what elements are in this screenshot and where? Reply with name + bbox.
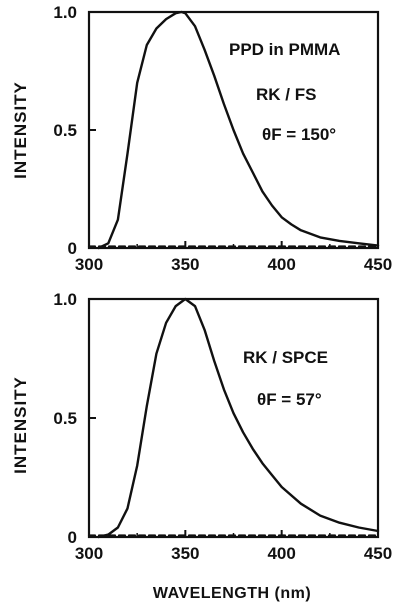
x-tick-label: 450 (364, 255, 392, 274)
ticks-group: 300 350 400 450 0 0.5 1.0 (53, 290, 392, 563)
x-tick-label: 350 (171, 544, 199, 563)
x-tick-label: 400 (267, 544, 295, 563)
chart-panel-top: INTENSITY PPD in PMMA RK / FS θF = 150° … (11, 3, 392, 274)
series-group (87, 10, 380, 250)
x-axis-title: WAVELENGTH (nm) (153, 585, 311, 602)
x-tick-label: 300 (75, 255, 103, 274)
x-tick-label: 350 (171, 255, 199, 274)
plot-frame (87, 297, 380, 539)
y-tick-label: 0.5 (53, 121, 77, 140)
annotation-angle: θF = 150° (262, 125, 336, 144)
y-axis-title: INTENSITY (11, 376, 30, 474)
x-tick-label: 300 (75, 544, 103, 563)
y-axis-title: INTENSITY (11, 81, 30, 179)
y-tick-label: 1.0 (53, 290, 77, 309)
y-tick-label: 0 (68, 239, 77, 258)
y-tick-label: 1.0 (53, 3, 77, 22)
x-tick-label: 400 (267, 255, 295, 274)
series-group (87, 297, 380, 539)
y-tick-label: 0 (68, 528, 77, 547)
series-line-intensity (97, 297, 380, 539)
y-tick-label: 0.5 (53, 409, 77, 428)
x-tick-label: 450 (364, 544, 392, 563)
ticks-group: 300 350 400 450 0 0.5 1.0 (53, 3, 392, 274)
annotation-angle: θF = 57° (257, 390, 322, 409)
series-line-intensity (97, 10, 380, 250)
annotation-sample: PPD in PMMA (229, 40, 340, 59)
annotation-config: RK / FS (256, 85, 316, 104)
annotation-config: RK / SPCE (243, 348, 328, 367)
chart-panel-bottom: INTENSITY RK / SPCE θF = 57° 300 350 400 45… (11, 290, 392, 563)
